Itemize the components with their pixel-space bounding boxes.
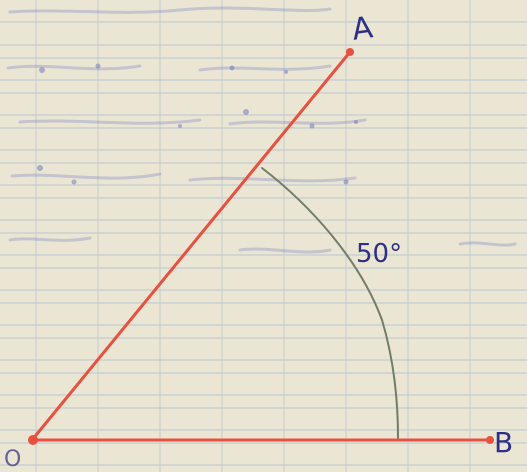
faded-bleed-through-ink (6, 6, 517, 254)
endpoint-a (346, 48, 354, 56)
angle-measure-label: 50° (356, 239, 402, 269)
ruled-lines (0, 21, 527, 466)
ray-oa (30, 50, 352, 442)
faded-ink-dots (37, 63, 358, 185)
point-label-o: O (4, 447, 21, 472)
column-lines (35, 0, 471, 472)
endpoint-b (486, 436, 494, 444)
angle-arc (261, 167, 399, 439)
vertex-point-o (28, 435, 38, 445)
point-label-b: B (494, 426, 513, 459)
